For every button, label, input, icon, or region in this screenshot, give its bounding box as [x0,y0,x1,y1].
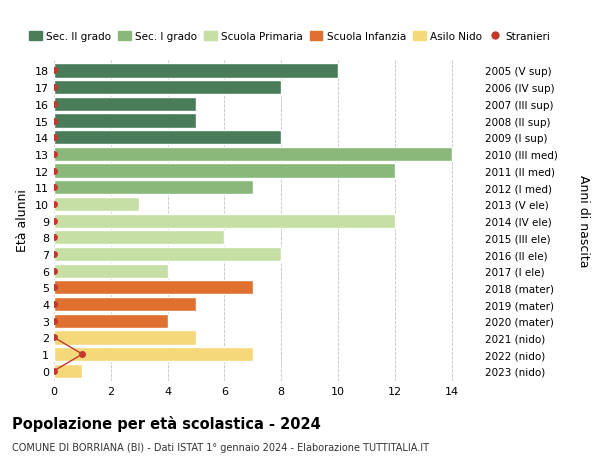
Bar [54,164,395,178]
Bar [54,314,167,328]
Bar [54,231,224,245]
Y-axis label: Età alunni: Età alunni [16,189,29,252]
Bar [54,280,253,295]
Bar [54,330,196,345]
Text: COMUNE DI BORRIANA (BI) - Dati ISTAT 1° gennaio 2024 - Elaborazione TUTTITALIA.I: COMUNE DI BORRIANA (BI) - Dati ISTAT 1° … [12,442,429,452]
Bar [54,347,253,361]
Text: Popolazione per età scolastica - 2024: Popolazione per età scolastica - 2024 [12,415,321,431]
Bar [54,181,253,195]
Bar [54,98,196,112]
Bar [54,131,281,145]
Bar [54,297,196,312]
Bar [54,64,338,78]
Bar [54,197,139,212]
Bar [54,214,395,228]
Bar [54,247,281,262]
Bar [54,114,196,129]
Legend: Sec. II grado, Sec. I grado, Scuola Primaria, Scuola Infanzia, Asilo Nido, Stran: Sec. II grado, Sec. I grado, Scuola Prim… [25,28,555,46]
Bar [54,147,452,162]
Y-axis label: Anni di nascita: Anni di nascita [577,174,590,267]
Bar [54,264,167,278]
Bar [54,364,82,378]
Bar [54,81,281,95]
